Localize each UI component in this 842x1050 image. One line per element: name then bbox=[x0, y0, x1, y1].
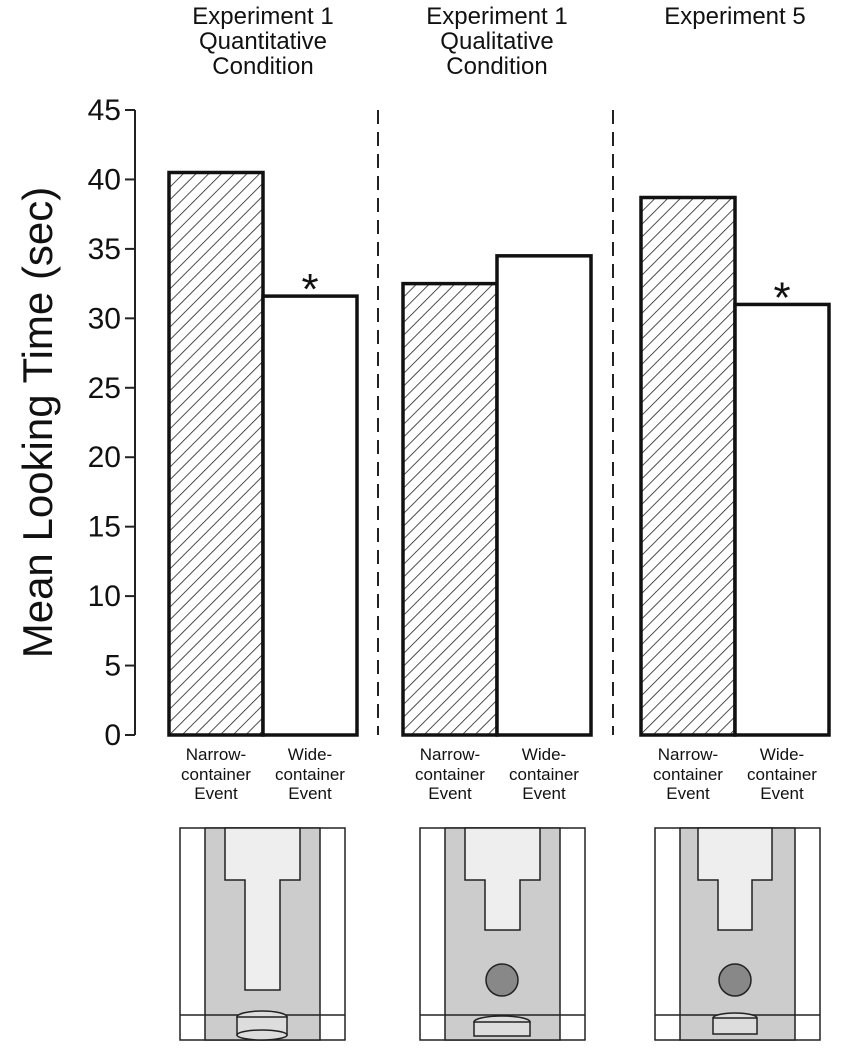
y-tick-label: 45 bbox=[88, 94, 121, 127]
panel-title: Experiment 5 bbox=[664, 3, 806, 30]
bar bbox=[401, 281, 499, 737]
x-tick-label: Narrow-container Event bbox=[181, 745, 251, 804]
bar bbox=[639, 195, 737, 737]
bar bbox=[261, 294, 359, 737]
y-axis-label: Mean Looking Time (sec) bbox=[14, 187, 61, 659]
illustration bbox=[179, 827, 346, 1041]
panel-title: Experiment 1 Quantitative Condition bbox=[192, 3, 334, 81]
y-tick-label: 20 bbox=[88, 441, 121, 474]
y-tick-label: 10 bbox=[88, 580, 121, 613]
bar bbox=[733, 302, 831, 737]
y-tick-label: 15 bbox=[88, 511, 121, 544]
y-tick-label: 25 bbox=[88, 372, 121, 405]
illustration bbox=[654, 827, 821, 1041]
y-tick-label: 5 bbox=[104, 650, 121, 683]
x-tick-label: Narrow-container Event bbox=[653, 745, 723, 804]
x-tick-label: Narrow-container Event bbox=[415, 745, 485, 804]
bar bbox=[167, 170, 265, 737]
significance-marker: * bbox=[301, 265, 318, 314]
x-tick-label: Wide-container Event bbox=[275, 745, 345, 804]
y-tick-label: 35 bbox=[88, 233, 121, 266]
bar bbox=[495, 254, 593, 737]
panel-title: Experiment 1 Qualitative Condition bbox=[426, 3, 568, 81]
y-tick-label: 40 bbox=[88, 163, 121, 196]
x-tick-label: Wide-container Event bbox=[509, 745, 579, 804]
y-tick-label: 30 bbox=[88, 302, 121, 335]
x-tick-label: Wide-container Event bbox=[747, 745, 817, 804]
y-tick-label: 0 bbox=[104, 719, 121, 752]
significance-marker: * bbox=[773, 273, 790, 322]
illustration bbox=[419, 827, 586, 1041]
